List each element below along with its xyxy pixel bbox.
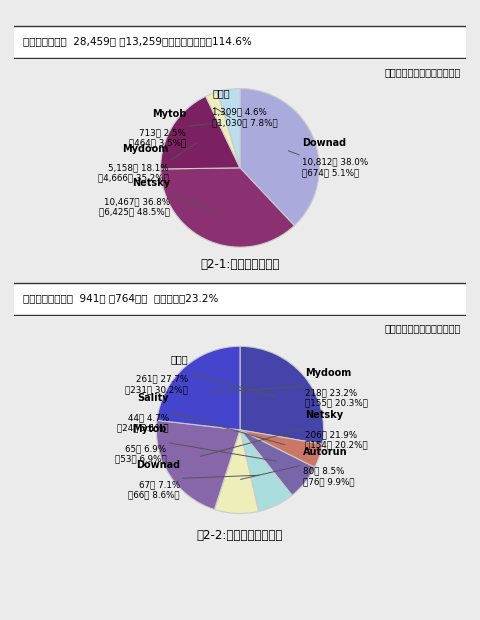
Wedge shape	[156, 420, 240, 510]
Wedge shape	[240, 430, 315, 495]
Text: （注：括弧内は前月の数値）: （注：括弧内は前月の数値）	[384, 324, 461, 334]
Text: Autorun: Autorun	[303, 446, 348, 457]
Text: 図2-1:ウイルス検出数: 図2-1:ウイルス検出数	[200, 258, 280, 270]
Text: 261件 27.7%
（231件 30.2%）: 261件 27.7% （231件 30.2%）	[125, 374, 188, 394]
Text: 80件 8.5%
（76件 9.9%）: 80件 8.5% （76件 9.9%）	[303, 467, 354, 486]
Wedge shape	[157, 346, 240, 430]
Text: Mydoom: Mydoom	[122, 144, 168, 154]
Text: その他: その他	[212, 88, 230, 98]
Wedge shape	[206, 92, 240, 168]
Text: 713個 2.5%
（464個 3.5%）: 713個 2.5% （464個 3.5%）	[129, 128, 186, 148]
Text: 図2-2:ウイルス届出件数: 図2-2:ウイルス届出件数	[197, 529, 283, 542]
Text: Downad: Downad	[136, 460, 180, 470]
Text: 206件 21.9%
（154件 20.2%）: 206件 21.9% （154件 20.2%）	[305, 430, 368, 450]
Text: 10,812個 38.0%
（674個 5.1%）: 10,812個 38.0% （674個 5.1%）	[302, 157, 368, 177]
Wedge shape	[240, 430, 323, 467]
Text: ウイルス届出件数  941件 （764件）  前月比　＋23.2%: ウイルス届出件数 941件 （764件） 前月比 ＋23.2%	[24, 293, 219, 303]
Wedge shape	[240, 430, 292, 512]
Text: 10,467個 36.8%
（6,425個 48.5%）: 10,467個 36.8% （6,425個 48.5%）	[99, 197, 170, 216]
Text: Mydoom: Mydoom	[305, 368, 351, 378]
Wedge shape	[161, 168, 294, 247]
FancyBboxPatch shape	[12, 26, 468, 58]
Text: 5,158個 18.1%
（4,666個 35.2%）: 5,158個 18.1% （4,666個 35.2%）	[98, 163, 168, 182]
Text: Mytob: Mytob	[132, 424, 167, 434]
Text: Mytob: Mytob	[152, 108, 186, 118]
Text: Netsky: Netsky	[132, 178, 170, 188]
Text: Netsky: Netsky	[305, 410, 343, 420]
Wedge shape	[215, 430, 259, 513]
Text: Downad: Downad	[302, 138, 346, 148]
Text: Sality: Sality	[137, 393, 169, 403]
Wedge shape	[240, 89, 319, 226]
Text: ウイルス検出数  28,459個 （13,259個）　前月比　＋114.6%: ウイルス検出数 28,459個 （13,259個） 前月比 ＋114.6%	[24, 36, 252, 46]
Text: 44件 4.7%
（24件 3.1%）: 44件 4.7% （24件 3.1%）	[117, 413, 169, 433]
Text: 65件 6.9%
（53件 6.9%）: 65件 6.9% （53件 6.9%）	[115, 444, 167, 464]
Text: 67件 7.1%
（66件 8.6%）: 67件 7.1% （66件 8.6%）	[128, 480, 180, 500]
Wedge shape	[240, 346, 324, 444]
Text: （注：括弧内は前月の数値）: （注：括弧内は前月の数値）	[384, 67, 461, 77]
Text: 218件 23.2%
（155件 20.3%）: 218件 23.2% （155件 20.3%）	[305, 388, 368, 407]
Text: その他: その他	[170, 355, 188, 365]
Text: 1,309個 4.6%
（1,030個 7.8%）: 1,309個 4.6% （1,030個 7.8%）	[212, 107, 278, 127]
FancyBboxPatch shape	[12, 283, 468, 315]
Wedge shape	[161, 96, 240, 169]
Wedge shape	[217, 89, 240, 168]
